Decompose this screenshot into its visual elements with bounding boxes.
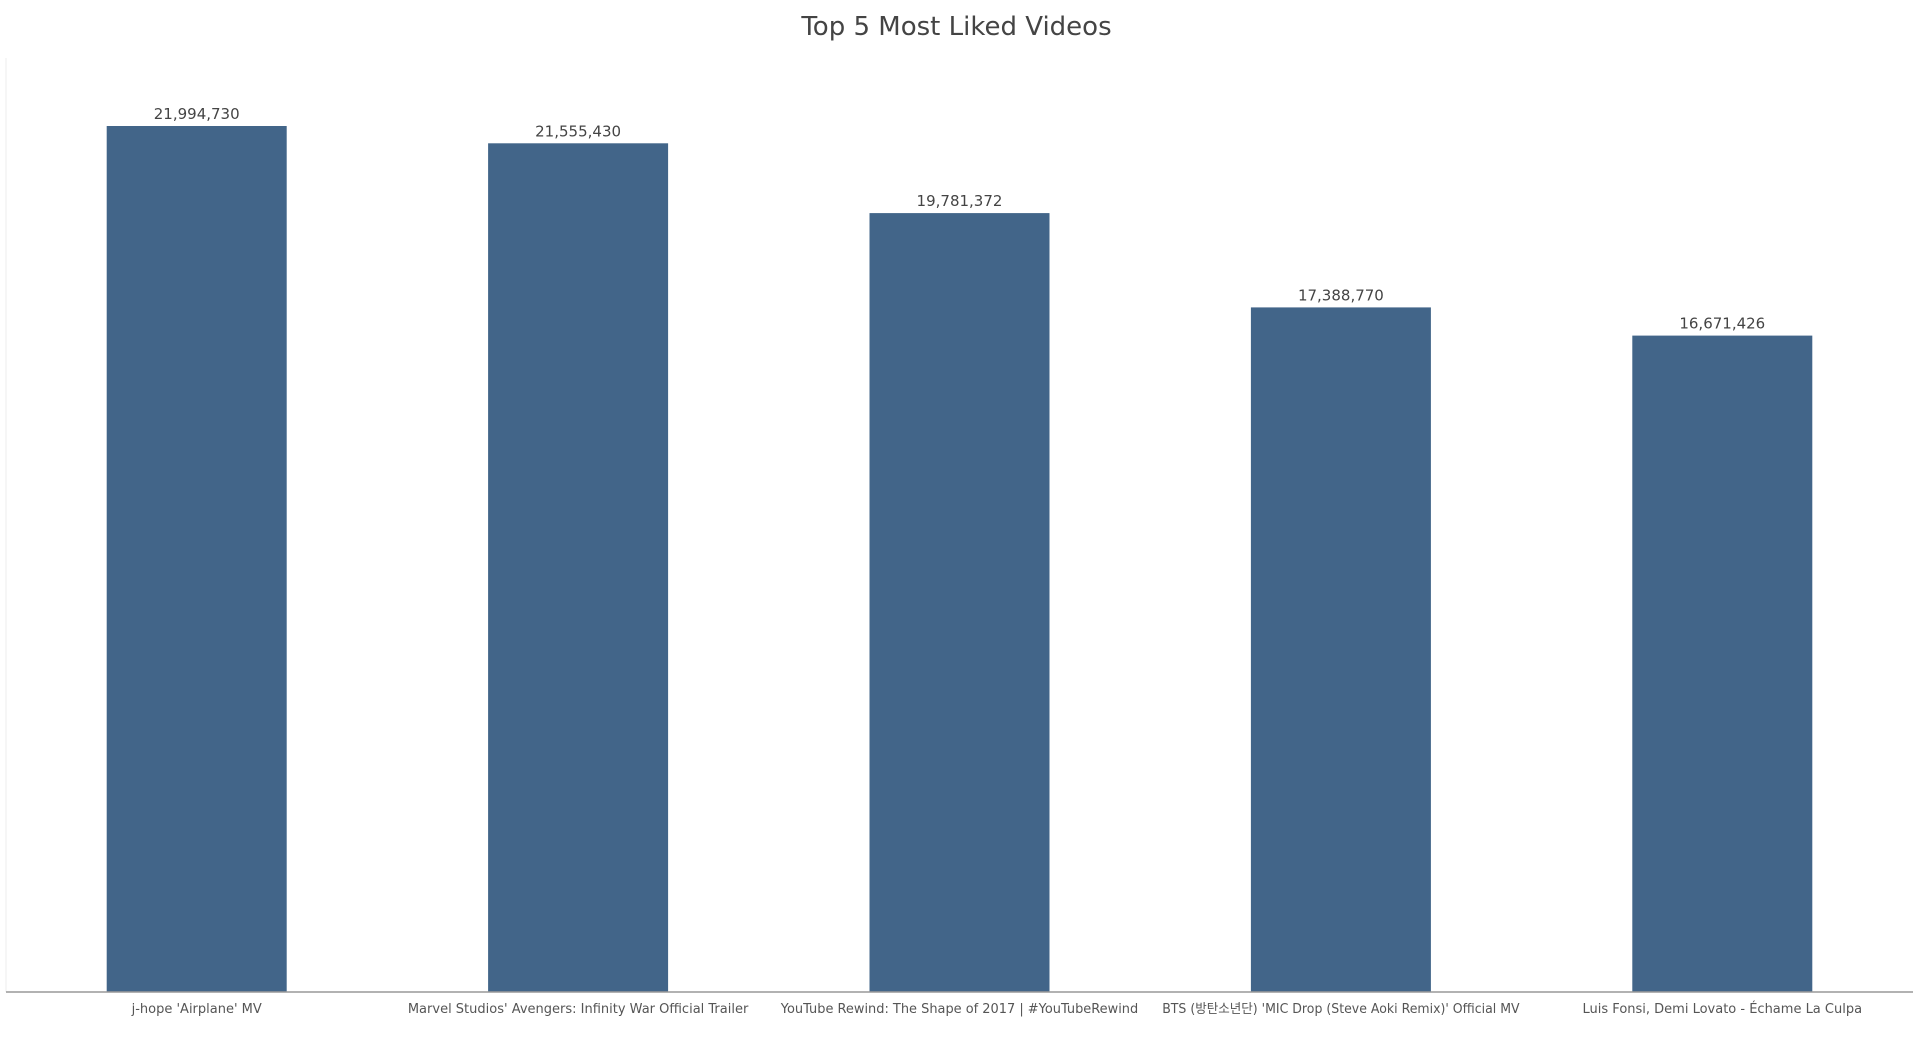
category-label-4: BTS (방탄소년단) 'MIC Drop (Steve Aoki Remix)… bbox=[1162, 1002, 1519, 1017]
bar-4[interactable] bbox=[1250, 307, 1431, 992]
data-label-5: 16,671,426 bbox=[1679, 315, 1765, 333]
bar-2[interactable] bbox=[488, 143, 669, 993]
category-label-1: j-hope 'Airplane' MV bbox=[131, 1002, 262, 1017]
category-label-2: Marvel Studios' Avengers: Infinity War O… bbox=[408, 1002, 749, 1017]
data-label-1: 21,994,730 bbox=[154, 105, 240, 123]
bars-group bbox=[106, 126, 1813, 993]
labels-group: 21,994,730 j-hope 'Airplane' MV 21,555,430… bbox=[131, 105, 1862, 1017]
bar-3[interactable] bbox=[869, 213, 1050, 993]
chart-title: Top 5 Most Liked Videos bbox=[801, 12, 1112, 42]
bar-1[interactable] bbox=[106, 126, 287, 992]
data-label-2: 21,555,430 bbox=[535, 122, 621, 140]
data-label-3: 19,781,372 bbox=[917, 192, 1003, 210]
category-label-5: Luis Fonsi, Demi Lovato - Échame La Culp… bbox=[1583, 1001, 1863, 1017]
data-label-4: 17,388,770 bbox=[1298, 286, 1384, 304]
category-label-3: YouTube Rewind: The Shape of 2017 | #You… bbox=[780, 1002, 1138, 1017]
bar-5[interactable] bbox=[1632, 335, 1813, 993]
